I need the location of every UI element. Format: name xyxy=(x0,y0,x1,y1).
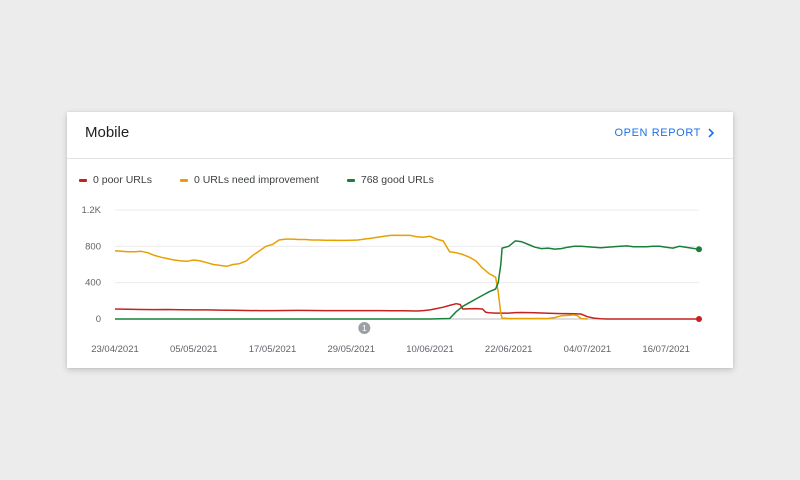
card-title: Mobile xyxy=(85,124,130,141)
legend-swatch-needs-improvement xyxy=(179,178,188,182)
x-tick-label: 22/06/2021 xyxy=(485,344,533,355)
x-tick-label: 05/05/2021 xyxy=(170,344,218,355)
legend-item-poor[interactable]: 0 poor URLs xyxy=(79,174,152,186)
y-tick-label: 0 xyxy=(96,314,101,325)
x-tick-label: 23/04/2021 xyxy=(91,344,139,355)
legend-label-needs-improvement: 0 URLs need improvement xyxy=(193,174,319,186)
y-tick-label: 800 xyxy=(85,241,101,252)
series-line-needs-improvement xyxy=(114,234,588,320)
open-report-label: OPEN REPORT xyxy=(614,127,701,139)
legend-swatch-poor xyxy=(79,178,87,182)
y-tick-label: 1.2K xyxy=(81,205,101,216)
x-tick-label: 17/05/2021 xyxy=(249,344,297,355)
line-chart[interactable]: 0 400 800 1.2K 23/04/2021 05/05/2021 17/05/202… xyxy=(67,112,733,368)
series-line-poor xyxy=(114,302,699,320)
series-end-point-good xyxy=(696,246,702,253)
y-tick-label: 400 xyxy=(85,278,101,289)
series-line-good xyxy=(115,240,700,320)
legend-item-good[interactable]: 768 good URLs xyxy=(346,174,434,186)
x-tick-label: 16/07/2021 xyxy=(642,344,690,355)
x-tick-label: 04/07/2021 xyxy=(564,344,612,355)
series-end-point-poor xyxy=(696,316,702,322)
open-report-button[interactable]: OPEN REPORT xyxy=(615,127,715,139)
card-header: Mobile OPEN REPORT xyxy=(67,112,733,159)
legend-label-poor: 0 poor URLs xyxy=(93,174,152,186)
mobile-report-card: Mobile OPEN REPORT 0 poor URLs 0 URLs ne… xyxy=(67,112,733,368)
legend-label-good: 768 good URLs xyxy=(360,174,434,186)
legend-item-needs-improvement[interactable]: 0 URLs need improvement xyxy=(179,174,319,186)
annotation-label: 1 xyxy=(362,323,367,333)
x-tick-label: 29/05/2021 xyxy=(327,344,375,355)
annotation-marker xyxy=(358,322,371,334)
legend-swatch-good xyxy=(346,178,355,182)
chart-legend: 0 poor URLs 0 URLs need improvement 768 … xyxy=(79,173,462,187)
chevron-right-icon xyxy=(708,128,715,138)
x-tick-label: 10/06/2021 xyxy=(406,344,454,355)
